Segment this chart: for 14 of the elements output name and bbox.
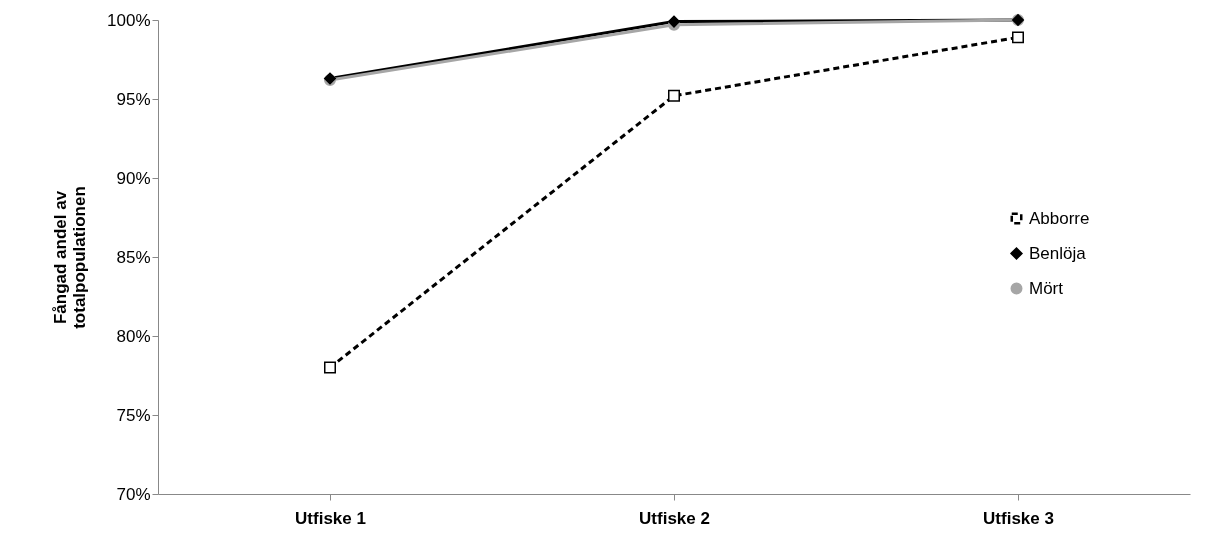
y-tick-label: 95% (116, 89, 151, 109)
legend-label: Benlöja (1029, 243, 1087, 263)
y-tick-label: 75% (116, 405, 151, 425)
y-axis-title: Fångad andel av totalpopulationen (51, 186, 90, 329)
y-tick-label: 80% (116, 326, 151, 346)
x-tick-label: Utfiske 1 (295, 508, 366, 528)
y-tick-label: 85% (116, 247, 151, 267)
x-tick-label: Utfiske 2 (639, 508, 710, 528)
y-tick-label: 70% (116, 484, 151, 504)
y-tick-label: 90% (116, 168, 151, 188)
legend-label: Abborre (1029, 208, 1090, 228)
legend-label: Mört (1029, 278, 1064, 298)
x-tick-label: Utfiske 3 (983, 508, 1054, 528)
y-tick-label: 100% (107, 10, 151, 30)
